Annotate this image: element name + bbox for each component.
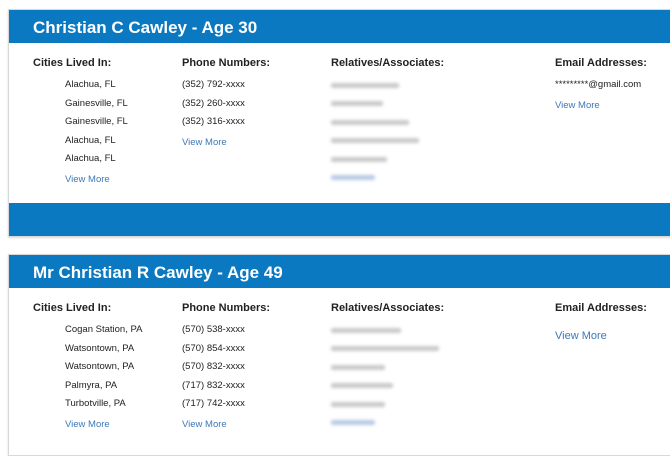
relatives-heading: Relatives/Associates:	[331, 302, 445, 314]
person-name-header[interactable]: Christian C Cawley - Age 30	[9, 10, 670, 43]
phones-heading: Phone Numbers:	[182, 57, 271, 69]
blurred-relative	[331, 95, 444, 114]
blurred-relative	[331, 321, 444, 340]
blurred-relative	[331, 395, 444, 414]
emails-column: Email Addresses: *********@gmail.com Vie…	[555, 43, 647, 115]
phone-item: (717) 742-xxxx	[182, 398, 245, 409]
city-item: Watsontown, PA	[65, 361, 135, 372]
emails-heading: Email Addresses:	[555, 57, 647, 69]
blurred-relative	[331, 76, 444, 95]
blurred-relative	[331, 358, 444, 377]
city-item: Palmyra, PA	[65, 379, 118, 391]
phones-column: Phone Numbers: (352) 792-xxxx (352) 260-…	[182, 43, 270, 152]
blurred-relative	[331, 132, 444, 151]
result-card-1: Christian C Cawley - Age 30 Cities Lived…	[8, 9, 670, 237]
result-card-2: Mr Christian R Cawley - Age 49 Cities Li…	[8, 254, 670, 456]
cities-heading: Cities Lived In:	[33, 57, 112, 69]
city-item: Gainesville, FL	[65, 97, 128, 109]
emails-view-more-link[interactable]: View More	[555, 330, 607, 342]
phones-heading: Phone Numbers:	[182, 302, 271, 314]
city-item: Gainesville, FL	[65, 116, 128, 127]
blurred-relative	[331, 150, 444, 169]
phones-view-more-link[interactable]: View More	[182, 136, 227, 148]
cities-column: Cities Lived In: Alachua, FL Gainesville…	[33, 43, 128, 189]
phone-item: (570) 538-xxxx	[182, 324, 245, 335]
city-item: Watsontown, PA	[65, 342, 135, 354]
relatives-heading: Relatives/Associates:	[331, 57, 445, 69]
blurred-relatives-view-more[interactable]	[331, 169, 444, 188]
phone-item: (352) 792-xxxx	[182, 79, 245, 90]
phone-item: (570) 832-xxxx	[182, 361, 245, 372]
relatives-column: Relatives/Associates:	[331, 43, 444, 187]
cities-heading: Cities Lived In:	[33, 302, 112, 314]
cities-view-more-link[interactable]: View More	[65, 173, 110, 185]
phone-item: (352) 316-xxxx	[182, 116, 245, 127]
blurred-relative	[331, 113, 444, 132]
emails-view-more-link[interactable]: View More	[555, 99, 600, 111]
city-item: Alachua, FL	[65, 79, 116, 90]
cities-column: Cities Lived In: Cogan Station, PA Watso…	[33, 288, 142, 434]
phone-item: (352) 260-xxxx	[182, 97, 245, 109]
phone-item: (570) 854-xxxx	[182, 342, 245, 354]
city-item: Alachua, FL	[65, 134, 116, 146]
phones-view-more-link[interactable]: View More	[182, 418, 227, 430]
phones-column: Phone Numbers: (570) 538-xxxx (570) 854-…	[182, 288, 270, 434]
email-item: *********@gmail.com	[555, 79, 642, 90]
city-item: Alachua, FL	[65, 153, 116, 164]
city-item: Cogan Station, PA	[65, 324, 143, 335]
relatives-column: Relatives/Associates:	[331, 288, 444, 432]
city-item: Turbotville, PA	[65, 398, 126, 409]
blurred-relative	[331, 340, 444, 359]
blurred-relative	[331, 377, 444, 396]
phone-item: (717) 832-xxxx	[182, 379, 245, 391]
person-name-header[interactable]: Mr Christian R Cawley - Age 49	[9, 255, 670, 288]
blurred-relatives-view-more[interactable]	[331, 414, 444, 433]
emails-column: Email Addresses: View More	[555, 288, 647, 345]
card-footer-bar	[9, 203, 670, 236]
emails-heading: Email Addresses:	[555, 302, 647, 314]
cities-view-more-link[interactable]: View More	[65, 418, 110, 430]
